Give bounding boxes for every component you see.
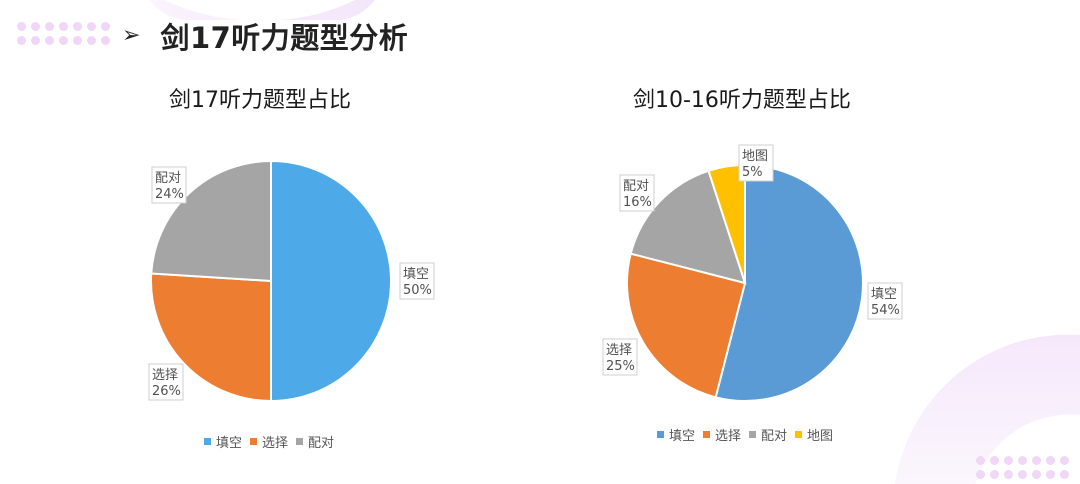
legend-swatch-icon	[296, 438, 304, 445]
legend-item-地图: 地图	[795, 425, 833, 444]
svg-text:选择: 选择	[152, 368, 178, 383]
decorative-dots-bottom-right	[976, 456, 1074, 484]
svg-text:5%: 5%	[742, 165, 763, 180]
legend-label: 选择	[262, 436, 289, 451]
slide-title: 剑17听力题型分析	[160, 21, 409, 55]
slide-header: ➢ 剑17听力题型分析	[122, 14, 408, 58]
arrow-bullet-icon: ➢	[122, 23, 141, 48]
svg-text:54%: 54%	[871, 303, 900, 318]
svg-text:填空: 填空	[871, 287, 897, 302]
svg-text:地图: 地图	[742, 149, 768, 164]
chart1-title: 剑17听力题型占比	[169, 88, 351, 113]
data-label-地图: 地图5%	[738, 144, 774, 182]
legend-swatch-icon	[795, 431, 803, 438]
svg-text:选择: 选择	[606, 343, 632, 358]
pie-slice-配对	[150, 159, 272, 283]
pie-slice-选择	[626, 252, 747, 399]
legend-swatch-icon	[204, 438, 211, 445]
legend-item-选择: 选择	[703, 425, 741, 444]
svg-text:26%: 26%	[152, 384, 181, 399]
legend-item-填空: 填空	[657, 425, 695, 444]
legend-label: 配对	[761, 429, 788, 444]
legend-item-配对: 配对	[296, 432, 334, 451]
chart2-title: 剑10-16听力题型占比	[633, 88, 851, 113]
legend-label: 填空	[216, 436, 243, 451]
svg-text:24%: 24%	[155, 187, 184, 202]
decorative-dots-top-left	[17, 22, 115, 50]
legend-label: 地图	[807, 429, 834, 444]
svg-text:25%: 25%	[606, 359, 635, 374]
legend-label: 填空	[669, 429, 696, 444]
svg-text:配对: 配对	[155, 171, 181, 186]
legend-label: 配对	[308, 436, 335, 451]
pie-slice-选择	[150, 272, 272, 403]
svg-text:配对: 配对	[623, 179, 649, 194]
pie-slice-填空	[270, 159, 392, 403]
pie-slice-配对	[629, 169, 747, 285]
svg-text:16%: 16%	[623, 195, 652, 210]
legend-item-选择: 选择	[250, 432, 288, 451]
legend-item-配对: 配对	[749, 425, 787, 444]
legend-swatch-icon	[250, 438, 258, 445]
legend-swatch-icon	[657, 431, 664, 438]
chart2-legend: 填空 选择 配对 地图	[657, 425, 841, 444]
pie-slice-填空	[714, 163, 864, 402]
legend-swatch-icon	[749, 431, 757, 438]
svg-text:50%: 50%	[403, 283, 432, 298]
legend-item-填空: 填空	[204, 432, 242, 451]
legend-swatch-icon	[703, 431, 711, 438]
legend-label: 选择	[715, 429, 742, 444]
chart1-legend: 填空 选择 配对	[204, 432, 342, 451]
svg-text:填空: 填空	[403, 267, 429, 282]
